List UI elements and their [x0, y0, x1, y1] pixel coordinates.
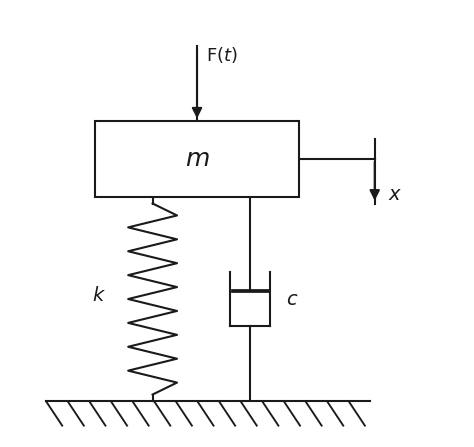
Text: $c$: $c$: [286, 290, 299, 308]
Text: $k$: $k$: [92, 286, 106, 305]
Text: F($t$): F($t$): [206, 45, 238, 65]
Text: $m$: $m$: [185, 147, 210, 171]
Bar: [95, 121, 299, 197]
Text: $x$: $x$: [388, 185, 402, 204]
